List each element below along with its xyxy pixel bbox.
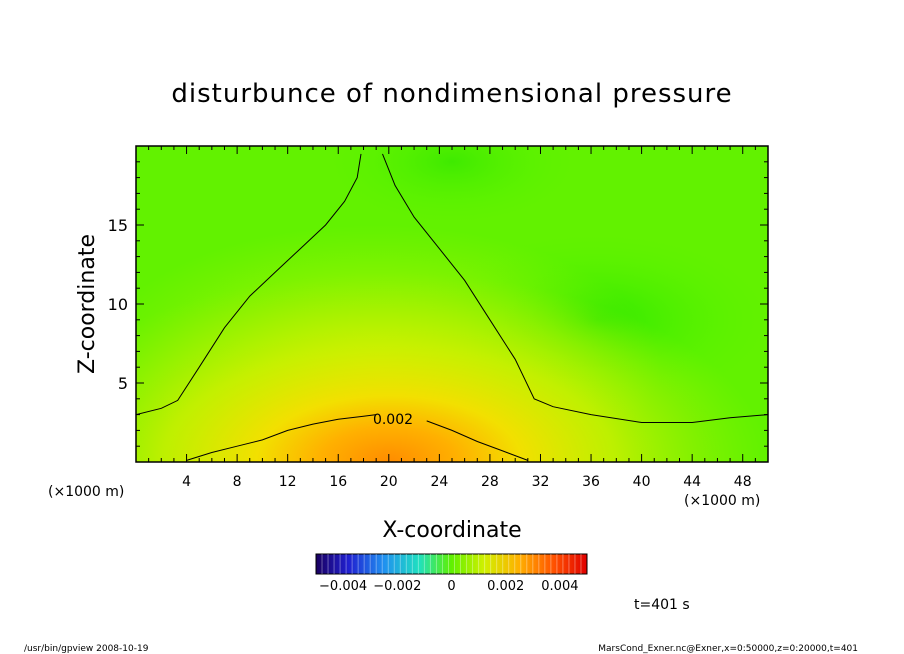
colorbar-gradient bbox=[315, 553, 588, 575]
colorbar-stripes bbox=[321, 554, 582, 574]
colorbar: −0.004 −0.002 0 0.002 0.004 bbox=[315, 553, 588, 594]
x-tick-label: 44 bbox=[683, 474, 701, 490]
x-tick-label: 4 bbox=[182, 474, 191, 490]
x-tick-label: 16 bbox=[329, 474, 347, 490]
x-unit-right: (×1000 m) bbox=[684, 493, 760, 509]
x-axis-title: X-coordinate bbox=[382, 518, 521, 543]
y-tick-label: 10 bbox=[108, 295, 128, 314]
contour-line-inner-left bbox=[186, 414, 377, 461]
contour-line-outer-left bbox=[136, 153, 362, 416]
x-tick-label: 40 bbox=[633, 474, 651, 490]
x-tick-label: 48 bbox=[734, 474, 752, 490]
footer-left: /usr/bin/gpview 2008-10-19 bbox=[24, 644, 149, 654]
colorbar-tick-label: 0 bbox=[447, 579, 455, 594]
colorbar-tick-label: 0.004 bbox=[541, 579, 578, 594]
x-tick-label: 12 bbox=[279, 474, 297, 490]
heatmap-field bbox=[136, 146, 768, 462]
x-tick-label: 32 bbox=[532, 474, 550, 490]
colorbar-tick-label: −0.004 bbox=[319, 579, 367, 594]
contour-label: 0.002 bbox=[373, 412, 413, 428]
contour-line-outer-right bbox=[382, 153, 768, 423]
colorbar-tick-label: −0.002 bbox=[373, 579, 421, 594]
x-tick-label: 36 bbox=[582, 474, 600, 490]
y-tick-label: 15 bbox=[108, 216, 128, 235]
chart-title: disturbunce of nondimensional pressure bbox=[171, 79, 732, 109]
x-tick-label: 8 bbox=[233, 474, 242, 490]
footer-right: MarsCond_Exner.nc@Exner,x=0:50000,z=0:20… bbox=[598, 644, 858, 654]
contour-lines bbox=[136, 153, 768, 461]
y-tick-label: 5 bbox=[118, 374, 128, 393]
contour-line-inner-right bbox=[426, 420, 528, 461]
x-tick-label: 28 bbox=[481, 474, 499, 490]
colorbar-labels: −0.004 −0.002 0 0.002 0.004 bbox=[319, 579, 578, 594]
y-axis-ticks: 5 10 15 bbox=[108, 161, 768, 447]
x-tick-label: 20 bbox=[380, 474, 398, 490]
x-unit-left: (×1000 m) bbox=[48, 484, 124, 500]
colorbar-tick-label: 0.002 bbox=[487, 579, 524, 594]
x-tick-label: 24 bbox=[430, 474, 448, 490]
y-axis-title: Z-coordinate bbox=[75, 234, 100, 374]
time-label: t=401 s bbox=[634, 597, 690, 613]
x-axis-ticks: 4 8 12 16 20 24 28 32 36 40 44 48 bbox=[148, 146, 756, 490]
